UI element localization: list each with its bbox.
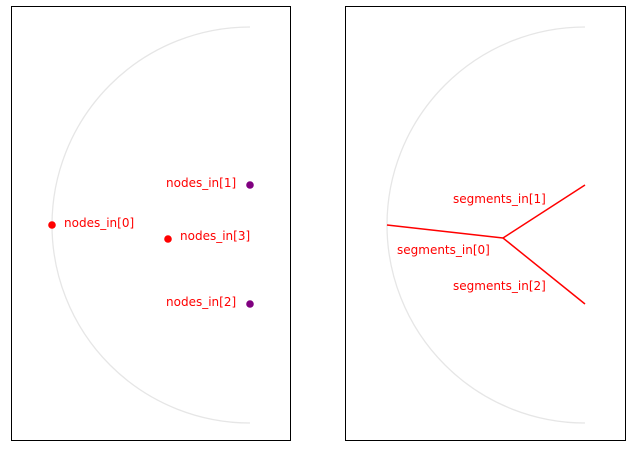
node-3-dot <box>164 235 172 243</box>
nodes-panel: nodes_in[0] nodes_in[1] nodes_in[2] node… <box>11 6 291 441</box>
boundary-arc <box>386 26 586 424</box>
segment-2-line <box>502 237 586 305</box>
segment-1-line <box>502 184 586 239</box>
segment-2-label: segments_in[2] <box>453 279 546 293</box>
node-0-dot <box>48 221 56 229</box>
node-2-label: nodes_in[2] <box>166 295 236 309</box>
segments-panel: segments_in[0] segments_in[1] segments_i… <box>345 6 626 441</box>
node-2-dot <box>246 300 254 308</box>
nodes-diagram: nodes_in[0] nodes_in[1] nodes_in[2] node… <box>48 26 254 424</box>
node-3-label: nodes_in[3] <box>180 229 250 243</box>
segment-1-label: segments_in[1] <box>453 192 546 206</box>
segments-diagram: segments_in[0] segments_in[1] segments_i… <box>386 26 586 424</box>
node-0-label: nodes_in[0] <box>64 216 134 230</box>
node-1-label: nodes_in[1] <box>166 176 236 190</box>
segment-0-label: segments_in[0] <box>397 243 490 257</box>
node-1-dot <box>246 181 254 189</box>
segment-0-line <box>386 224 504 239</box>
